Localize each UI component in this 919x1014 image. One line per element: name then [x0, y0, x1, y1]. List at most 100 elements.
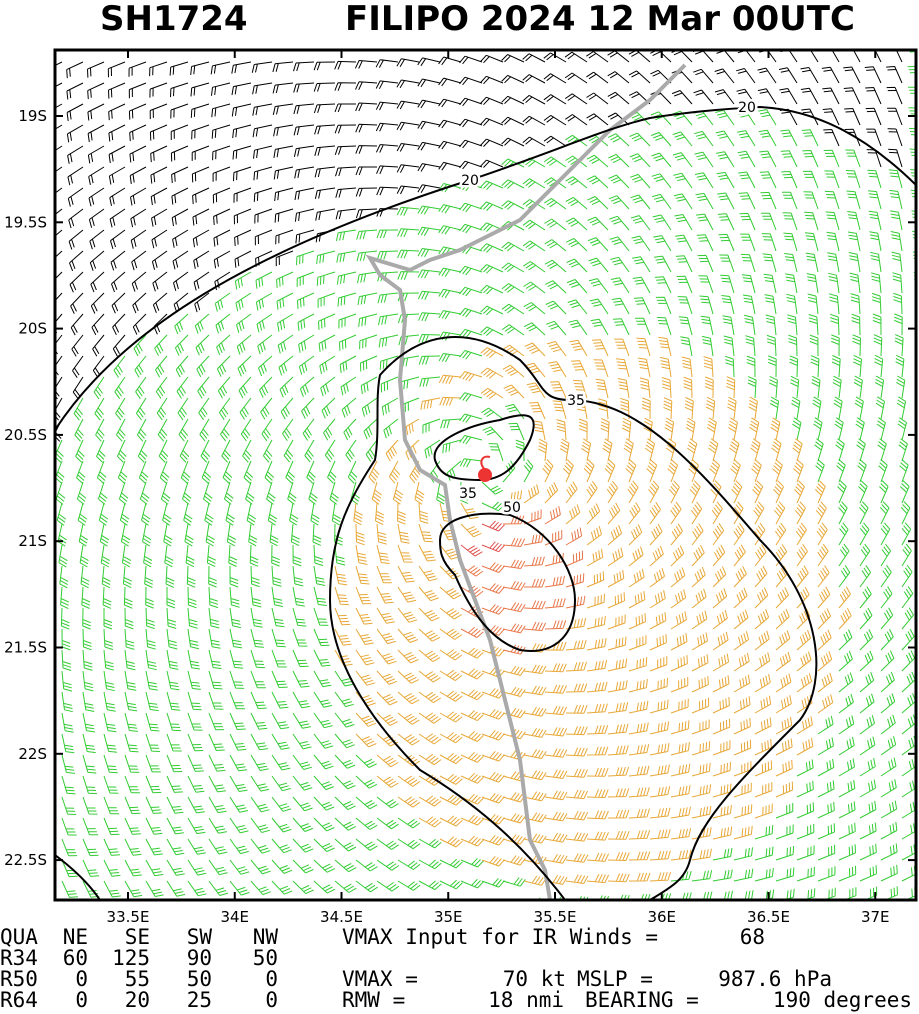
wind-barb [439, 649, 463, 661]
wind-barb [712, 609, 728, 630]
wind-barb [273, 166, 294, 180]
wind-barb [817, 801, 835, 819]
wind-barb [481, 562, 505, 573]
wind-barb [569, 339, 588, 357]
wind-barb [565, 114, 588, 126]
wind-barb [418, 586, 439, 602]
wind-barb [628, 70, 651, 84]
wind-barb [400, 376, 420, 391]
wind-barb [271, 880, 293, 895]
wind-barb [145, 880, 164, 897]
wind-barb [834, 417, 844, 441]
info-text: VMAX Input for IR Winds = [342, 925, 658, 949]
wind-barb [668, 480, 680, 504]
wind-barb [780, 150, 798, 168]
wind-barb [838, 501, 848, 525]
wind-barb [718, 233, 735, 252]
table-header: NE [63, 925, 88, 949]
wind-barb [857, 459, 867, 483]
wind-barb [276, 271, 294, 288]
wind-barb [811, 375, 821, 399]
wind-barb [313, 565, 326, 586]
wind-barb [712, 523, 725, 546]
wind-barb [751, 459, 762, 483]
wind-barb [70, 313, 84, 336]
wind-barb [523, 875, 547, 886]
wind-barb [480, 387, 504, 400]
wind-barb [87, 124, 105, 143]
wind-barb [356, 229, 378, 240]
wind-barb [625, 459, 637, 483]
wind-barb [417, 269, 441, 279]
wind-barb [116, 439, 127, 463]
wind-barb [831, 355, 841, 378]
wind-barb [628, 50, 651, 63]
wind-barb [293, 124, 315, 136]
wind-barb [214, 292, 231, 312]
wind-barb [285, 460, 295, 484]
wind-barb [815, 501, 827, 525]
wind-barb [194, 313, 210, 334]
wind-barb [334, 565, 348, 586]
wind-barb [313, 691, 333, 708]
wind-barb [481, 708, 505, 720]
wind-barb [149, 124, 168, 141]
wind-barb [523, 727, 547, 738]
wind-barb [691, 697, 710, 714]
wind-barb [334, 124, 357, 134]
wind-barb [502, 623, 526, 634]
wind-barb [334, 817, 357, 831]
wind-barb [190, 82, 210, 97]
storm-center [478, 468, 492, 482]
wind-barb [334, 628, 352, 646]
wind-barb [845, 149, 861, 168]
wind-barb [796, 544, 808, 567]
wind-barb [397, 228, 420, 238]
wind-barb [817, 565, 830, 588]
wind-barb [544, 553, 564, 567]
wind-barb [292, 670, 310, 688]
wind-barb [867, 190, 882, 210]
wind-barb [685, 417, 696, 441]
wind-barb [694, 172, 714, 189]
wind-barb [459, 118, 483, 128]
wind-barb [754, 544, 767, 567]
wind-barb [187, 733, 204, 752]
wind-barb [712, 544, 726, 567]
wind-barb [292, 838, 314, 853]
wind-barb [418, 607, 440, 622]
wind-barb [901, 865, 916, 882]
wind-barb [607, 680, 628, 693]
wind-barb [828, 293, 840, 315]
wind-barb [480, 180, 504, 191]
wind-barb [607, 91, 630, 105]
wind-barb [901, 735, 916, 756]
wind-barb [145, 817, 163, 835]
x-tick-label: 34.5E [320, 908, 363, 926]
wind-barb [375, 144, 399, 153]
wind-barb [234, 250, 252, 268]
wind-barb [187, 607, 198, 629]
wind-barb [538, 438, 548, 462]
wind-barb [79, 544, 89, 568]
wind-barb [910, 169, 916, 177]
wind-barb [628, 851, 651, 861]
wind-barb [417, 141, 441, 151]
wind-barb [212, 145, 231, 161]
wind-barb [828, 272, 840, 294]
wind-barb [418, 816, 442, 828]
wind-barb [523, 322, 546, 336]
wind-barb [208, 880, 229, 896]
wind-barb [691, 676, 709, 693]
wind-barb [355, 544, 368, 565]
wind-barb [293, 61, 315, 72]
wind-barb [101, 565, 111, 589]
wind-barb [334, 859, 357, 873]
wind-barb [795, 522, 807, 546]
wind-barb [313, 82, 336, 92]
wind-barb [523, 509, 542, 525]
wind-barb [523, 302, 546, 315]
wind-barb [670, 545, 685, 567]
wind-barb [229, 628, 243, 649]
wind-barb [122, 565, 132, 589]
